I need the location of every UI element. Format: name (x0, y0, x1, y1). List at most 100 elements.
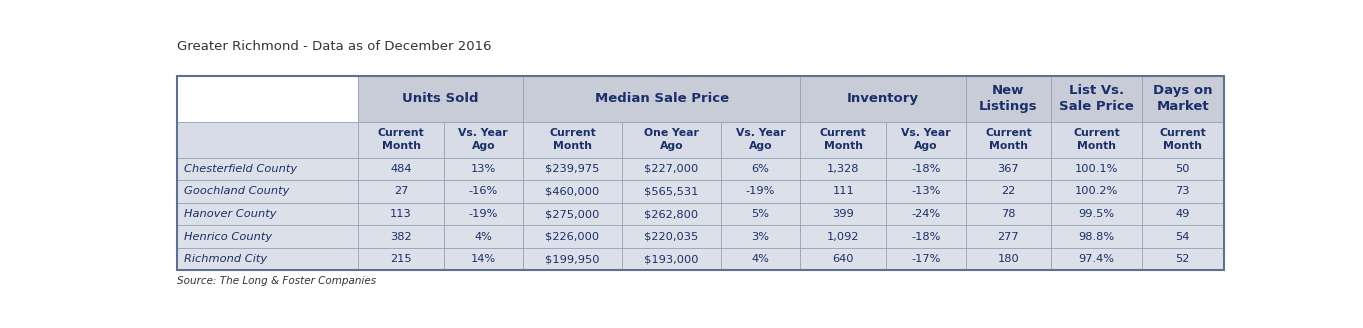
Bar (966, 122, 1051, 158)
Text: 4%: 4% (474, 232, 492, 242)
Bar (622, 225, 721, 248)
Bar (1142, 180, 1224, 203)
Bar (721, 248, 800, 271)
Bar (966, 158, 1051, 180)
Bar (886, 203, 966, 225)
Bar (358, 203, 443, 225)
Bar (358, 248, 443, 271)
Text: Current
Month: Current Month (549, 129, 596, 151)
Bar (800, 225, 886, 248)
Bar (622, 158, 721, 180)
Text: Hanover County: Hanover County (184, 209, 277, 219)
Bar (443, 248, 523, 271)
Text: Henrico County: Henrico County (184, 232, 273, 242)
Text: $275,000: $275,000 (545, 209, 600, 219)
Text: 180: 180 (998, 254, 1020, 264)
Text: -16%: -16% (469, 187, 497, 196)
Text: 111: 111 (833, 187, 855, 196)
Text: 399: 399 (833, 209, 855, 219)
Bar (177, 76, 358, 122)
Bar (1051, 203, 1142, 225)
Bar (443, 203, 523, 225)
Bar (443, 180, 523, 203)
Text: 73: 73 (1175, 187, 1190, 196)
Text: 100.2%: 100.2% (1075, 187, 1118, 196)
Bar (721, 180, 800, 203)
Bar (523, 158, 622, 180)
Text: $239,975: $239,975 (545, 164, 600, 174)
Text: 99.5%: 99.5% (1078, 209, 1115, 219)
Text: Current
Month: Current Month (1073, 129, 1120, 151)
Text: 97.4%: 97.4% (1078, 254, 1115, 264)
Text: Days on
Market: Days on Market (1153, 84, 1213, 113)
Bar (177, 122, 358, 158)
Text: -18%: -18% (912, 164, 940, 174)
Text: $193,000: $193,000 (645, 254, 699, 264)
Bar (966, 203, 1051, 225)
Bar (443, 225, 523, 248)
Text: $565,531: $565,531 (645, 187, 699, 196)
Bar (886, 158, 966, 180)
Bar (1142, 225, 1224, 248)
Bar (1051, 225, 1142, 248)
Text: 4%: 4% (751, 254, 770, 264)
Text: -19%: -19% (746, 187, 776, 196)
Text: New
Listings: New Listings (979, 84, 1037, 113)
Bar (523, 203, 622, 225)
Bar (622, 203, 721, 225)
Bar (622, 180, 721, 203)
Bar (886, 248, 966, 271)
Bar (523, 248, 622, 271)
Bar (443, 158, 523, 180)
Text: -13%: -13% (912, 187, 940, 196)
Bar (966, 180, 1051, 203)
Text: Current
Month: Current Month (985, 129, 1032, 151)
Text: Current
Month: Current Month (1160, 129, 1206, 151)
Bar (523, 122, 622, 158)
Text: 640: 640 (833, 254, 855, 264)
Text: -24%: -24% (912, 209, 940, 219)
Text: Median Sale Price: Median Sale Price (594, 92, 729, 105)
Text: Vs. Year
Ago: Vs. Year Ago (458, 129, 508, 151)
Bar (1051, 180, 1142, 203)
Text: 52: 52 (1175, 254, 1190, 264)
Bar (721, 225, 800, 248)
Bar (177, 158, 358, 180)
Text: One Year
Ago: One Year Ago (643, 129, 699, 151)
Bar (358, 158, 443, 180)
Text: 14%: 14% (470, 254, 496, 264)
Text: $220,035: $220,035 (645, 232, 698, 242)
Bar (1142, 158, 1224, 180)
Text: $199,950: $199,950 (545, 254, 600, 264)
Text: 98.8%: 98.8% (1078, 232, 1115, 242)
Text: -17%: -17% (912, 254, 940, 264)
Bar (966, 225, 1051, 248)
Bar (721, 122, 800, 158)
Bar (721, 203, 800, 225)
Bar (1051, 158, 1142, 180)
Bar (1142, 248, 1224, 271)
Text: 100.1%: 100.1% (1075, 164, 1118, 174)
Text: 113: 113 (390, 209, 412, 219)
Bar (177, 76, 1224, 271)
Text: 1,092: 1,092 (827, 232, 860, 242)
Bar (886, 225, 966, 248)
Bar (177, 203, 358, 225)
Bar (800, 248, 886, 271)
Bar (800, 158, 886, 180)
Text: -19%: -19% (469, 209, 497, 219)
Bar (1051, 76, 1142, 122)
Text: Goochland County: Goochland County (184, 187, 289, 196)
Bar (523, 225, 622, 248)
Text: -18%: -18% (912, 232, 940, 242)
Text: 5%: 5% (751, 209, 770, 219)
Text: Current
Month: Current Month (821, 129, 867, 151)
Bar (966, 76, 1051, 122)
Text: $460,000: $460,000 (545, 187, 600, 196)
Text: 382: 382 (390, 232, 412, 242)
Bar (1142, 203, 1224, 225)
Text: 367: 367 (998, 164, 1020, 174)
Text: 484: 484 (390, 164, 412, 174)
Bar (800, 203, 886, 225)
Bar (622, 122, 721, 158)
